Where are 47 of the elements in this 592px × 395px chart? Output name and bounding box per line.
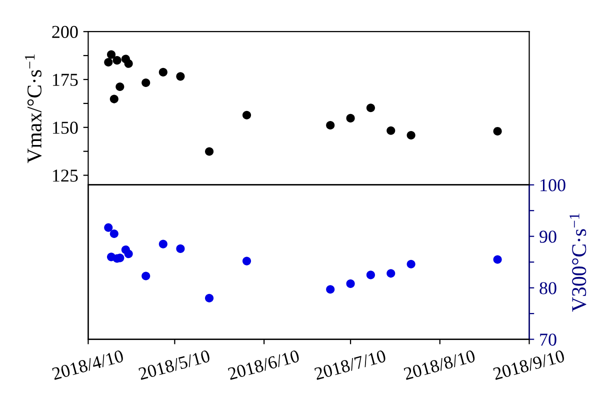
point <box>406 130 416 140</box>
point <box>386 126 396 135</box>
y2-tick-label: 80 <box>540 282 556 294</box>
y2-tick-label: 90 <box>540 230 556 243</box>
point <box>176 244 185 253</box>
y-tick-label: 125 <box>52 170 78 182</box>
y2-tick-label: 100 <box>540 179 566 192</box>
point <box>110 94 118 104</box>
point <box>242 256 252 266</box>
x-tick-label: 2018/9/10 <box>492 350 566 380</box>
point <box>346 114 355 122</box>
x-tick-label: 2018/4/10 <box>52 350 124 380</box>
x-tick-label: 2018/7/10 <box>314 350 386 380</box>
point <box>142 78 150 88</box>
y2-axis-title: V300°C·s$^{−1}$ <box>570 214 586 312</box>
point <box>242 110 252 120</box>
point <box>124 250 133 258</box>
x-tick-label: 2018/5/10 <box>138 350 211 380</box>
point <box>366 270 375 280</box>
point <box>112 56 122 65</box>
point <box>204 147 214 156</box>
y-axis-title: Vmax/°C·s$^{−1}$ <box>24 54 42 164</box>
point <box>124 59 133 68</box>
y-tick-label: 175 <box>52 74 78 86</box>
y-tick-label: 150 <box>52 122 78 134</box>
point <box>493 126 502 136</box>
point <box>116 82 124 92</box>
point <box>386 269 396 278</box>
x-tick-label: 2018/6/10 <box>227 350 300 380</box>
point <box>106 50 116 59</box>
point <box>104 58 113 67</box>
point <box>326 121 335 130</box>
point <box>493 255 502 264</box>
point <box>326 285 335 294</box>
point <box>110 229 118 238</box>
y2-tick-label: 70 <box>540 334 556 346</box>
point <box>104 223 113 232</box>
point <box>158 240 168 248</box>
point <box>204 294 214 302</box>
point <box>142 272 150 280</box>
x-tick-label: 2018/8/10 <box>403 350 476 380</box>
y-tick-label: 200 <box>52 26 78 38</box>
point <box>158 68 168 76</box>
point <box>346 279 355 288</box>
point <box>406 260 416 268</box>
point <box>366 104 375 112</box>
point <box>176 72 185 81</box>
